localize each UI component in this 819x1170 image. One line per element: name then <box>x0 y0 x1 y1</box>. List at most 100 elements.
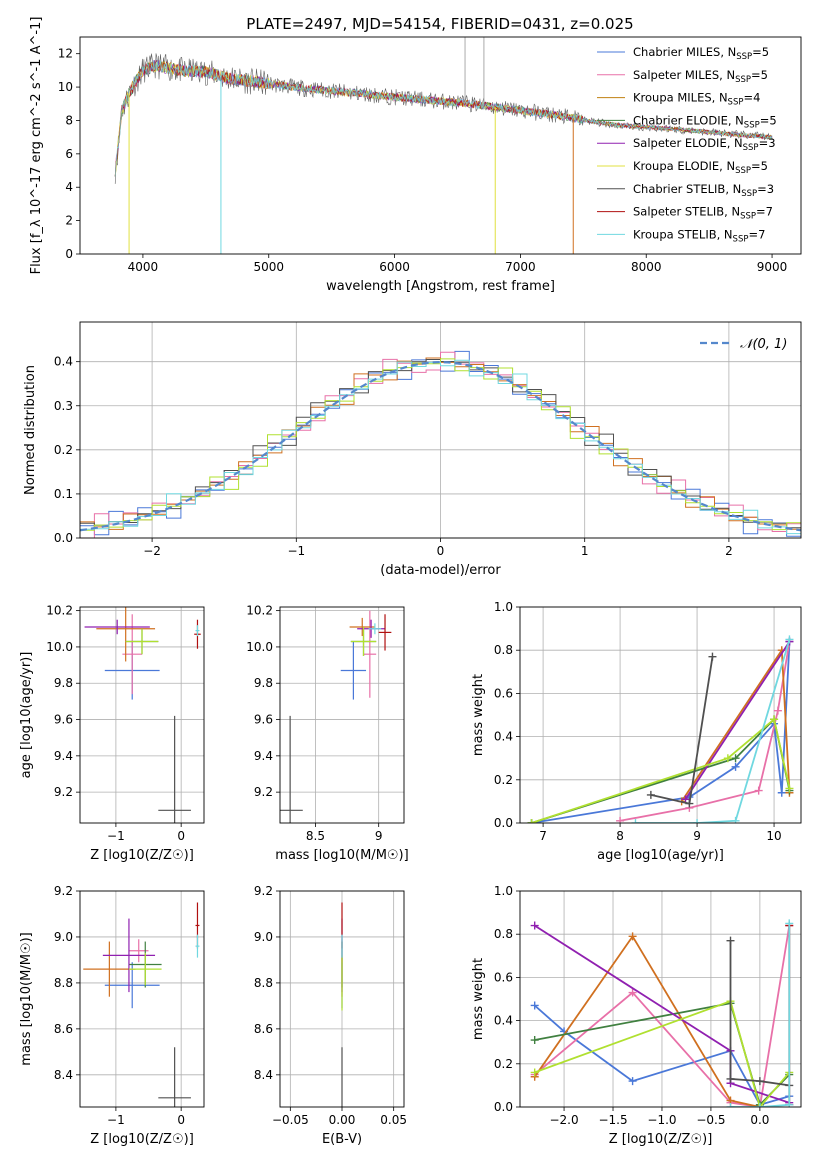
massweight-line <box>684 641 791 800</box>
massweight-marker <box>773 706 782 715</box>
histogram-step <box>80 359 801 535</box>
x-tick-label: −1 <box>107 1113 125 1127</box>
y-tick-label: 0.2 <box>54 443 73 457</box>
massweight-line <box>531 641 791 823</box>
legend-label-sub: SSP <box>741 189 757 199</box>
x-tick-label: 0 <box>437 544 445 558</box>
legend-label-base: Chabrier STELIB, N <box>633 182 741 196</box>
massweight-marker <box>530 921 539 930</box>
y-tick-label: 0.0 <box>494 1100 513 1114</box>
y-tick-label: 0.8 <box>494 643 513 657</box>
massweight-marker <box>646 790 655 799</box>
legend-label-base: Salpeter ELODIE, N <box>633 136 743 150</box>
x-tick-label: 8.5 <box>306 829 325 843</box>
x-tick-label: 5000 <box>253 260 284 274</box>
massweight-marker <box>628 1077 637 1086</box>
spectrum-line <box>114 60 773 177</box>
legend-label-sub: SSP <box>736 52 752 62</box>
massweight-line <box>534 1004 790 1106</box>
axes-frame <box>79 606 205 824</box>
y-tick-label: 1.0 <box>494 600 513 614</box>
massweight-marker <box>723 754 732 763</box>
y-tick-label: 4 <box>65 180 73 194</box>
histogram-step <box>80 358 801 531</box>
massweight-line <box>730 923 791 1107</box>
y-tick-label: 0.0 <box>494 816 513 830</box>
plot-area <box>84 607 201 823</box>
x-tick-label: 8000 <box>631 260 662 274</box>
legend-label-sub: SSP <box>744 120 760 130</box>
legend-label-sub: SSP <box>733 234 749 244</box>
x-tick-label: 7 <box>539 829 547 843</box>
x-tick-label: 9 <box>693 829 701 843</box>
histogram-step <box>80 357 801 530</box>
massweight-marker <box>755 1103 764 1107</box>
y-tick-label: 8.8 <box>54 976 73 990</box>
axes-frame <box>279 606 405 824</box>
massweight-marker <box>616 816 625 823</box>
x-tick-label: 0 <box>177 1113 185 1127</box>
legend-label-tail: =7 <box>756 205 773 219</box>
y-tick-label: 8.6 <box>254 1022 273 1036</box>
y-tick-label: 0.1 <box>54 487 73 501</box>
massweight-marker <box>770 715 779 724</box>
plot-area <box>83 902 200 1107</box>
massweight-marker <box>785 784 794 793</box>
x-tick-label: 0 <box>177 829 185 843</box>
histogram-step <box>80 351 801 538</box>
x-tick-label: −1.0 <box>647 1113 676 1127</box>
x-axis-label: mass [log10(M/M☉)] <box>275 848 408 863</box>
axes-frame <box>279 890 405 1108</box>
x-tick-label: 9000 <box>757 260 788 274</box>
legend-label-sub: SSP <box>743 143 759 153</box>
y-tick-label: 9.2 <box>54 785 73 799</box>
massweight-marker <box>530 1068 539 1077</box>
age-vs-z-panel: −1 0 9.2 9.4 9.6 9.8 10.0 10.2 Z [log10(Z/Z☉)] ag… <box>19 604 205 863</box>
y-tick-label: 10.0 <box>46 640 73 654</box>
axes-frame <box>519 606 802 824</box>
plot-area <box>527 635 794 823</box>
normal-curve <box>80 360 801 532</box>
legend-label-base: Salpeter STELIB, N <box>633 205 740 219</box>
x-tick-label: 4000 <box>128 260 159 274</box>
y-tick-label: 8.4 <box>54 1068 73 1082</box>
y-axis-label: mass weight <box>471 958 486 1040</box>
y-tick-label: 9.4 <box>254 749 273 763</box>
y-tick-label: 0.6 <box>494 686 513 700</box>
y-tick-label: 0.2 <box>494 773 513 787</box>
massweight-line <box>531 717 791 823</box>
legend-label: Kroupa STELIB, NSSP=7 <box>633 227 765 244</box>
massweight-marker <box>527 819 536 823</box>
y-tick-label: 9.6 <box>54 713 73 727</box>
massweight-marker <box>628 988 637 997</box>
spectrum-panel: 4000 5000 6000 7000 8000 9000 0 2 4 6 8 10 12 wavelen… <box>29 17 802 294</box>
massweight-marker <box>726 936 735 945</box>
age-vs-mass-panel: 8.5 9 9.2 9.4 9.6 9.8 10.0 10.2 mass [log10(M/M☉… <box>246 604 408 863</box>
y-tick-label: 9.0 <box>54 930 73 944</box>
legend-label: Salpeter STELIB, NSSP=7 <box>633 205 773 222</box>
y-axis-label: Normed distribution <box>23 365 38 495</box>
x-axis-label: Z [log10(Z/Z☉)] <box>90 1132 194 1147</box>
legend-label-base: Kroupa STELIB, N <box>633 227 733 241</box>
y-tick-label: 10.2 <box>246 604 273 618</box>
x-tick-label: 0.00 <box>329 1113 356 1127</box>
massweight-line <box>534 1000 790 1107</box>
massweight-marker <box>731 754 740 763</box>
legend-label-base: Kroupa ELODIE, N <box>633 159 735 173</box>
legend-label-sub: SSP <box>735 166 751 176</box>
y-tick-label: 0.8 <box>494 927 513 941</box>
y-axis-label: Flux [f_λ 10^-17 erg cm^-2 s^-1 A^-1] <box>29 17 44 275</box>
legend-label: Chabrier STELIB, NSSP=3 <box>633 182 774 199</box>
y-tick-label: 9.2 <box>254 884 273 898</box>
spectrum-title: PLATE=2497, MJD=54154, FIBERID=0431, z=0… <box>246 15 633 33</box>
x-tick-label: 0.0 <box>750 1113 769 1127</box>
x-tick-label: −2 <box>143 544 161 558</box>
massweight-marker <box>731 816 740 823</box>
x-tick-label: 8 <box>616 829 624 843</box>
x-tick-label: −0.5 <box>696 1113 725 1127</box>
mass-vs-z-panel: −1 0 8.4 8.6 8.8 9.0 9.2 Z [log10(Z/Z☉)] mass [l… <box>19 884 205 1147</box>
massweight-marker <box>785 919 794 928</box>
legend-label: Chabrier ELODIE, NSSP=5 <box>633 113 777 130</box>
x-tick-label: −1.5 <box>598 1113 627 1127</box>
